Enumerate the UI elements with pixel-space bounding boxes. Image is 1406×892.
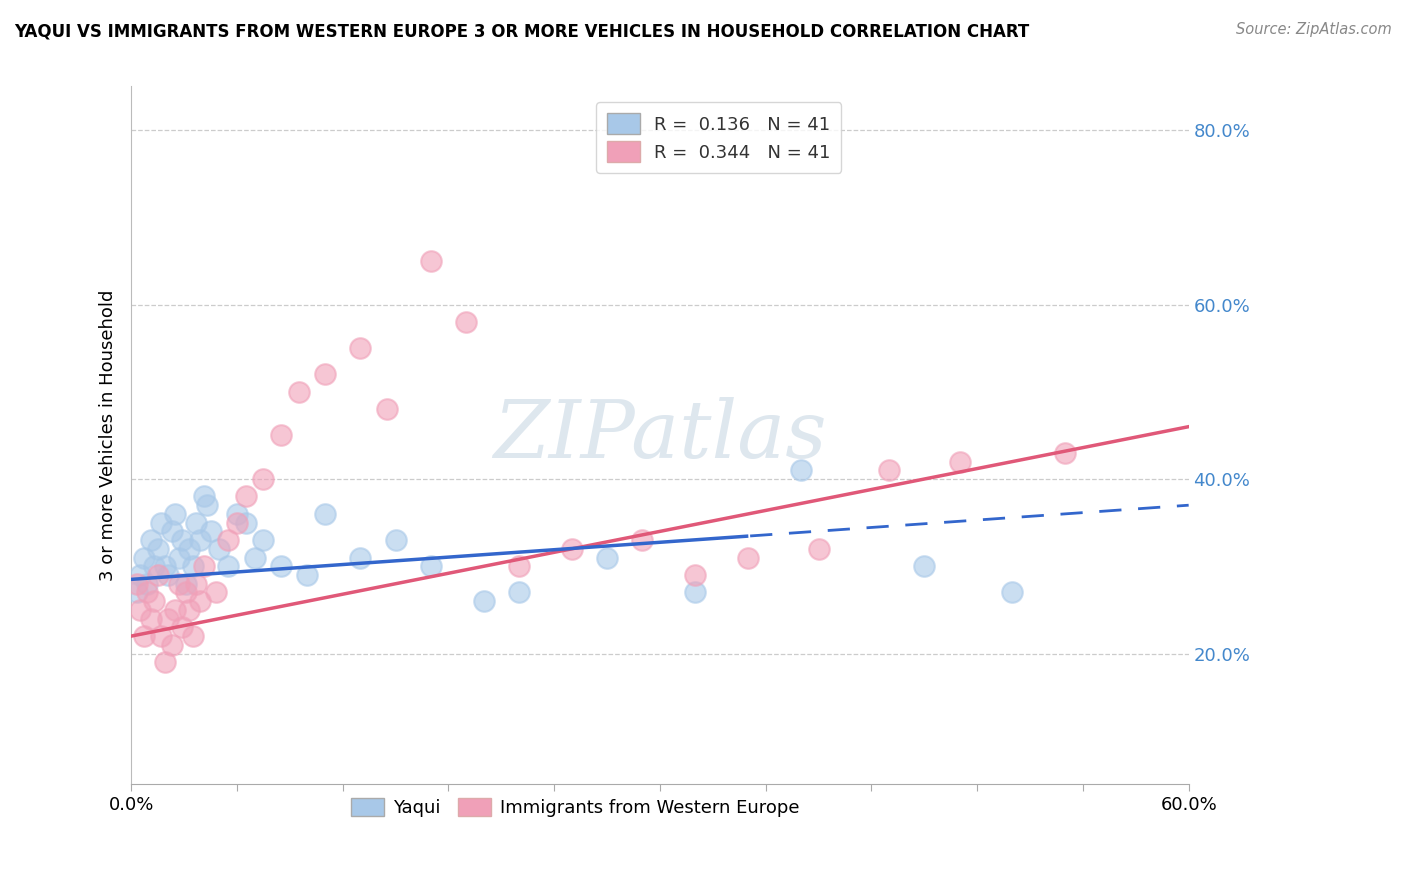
Text: YAQUI VS IMMIGRANTS FROM WESTERN EUROPE 3 OR MORE VEHICLES IN HOUSEHOLD CORRELAT: YAQUI VS IMMIGRANTS FROM WESTERN EUROPE … — [14, 22, 1029, 40]
Point — [125, 576, 148, 591]
Point — [217, 533, 239, 547]
Point — [596, 550, 619, 565]
Point — [375, 402, 398, 417]
Point — [235, 516, 257, 530]
Point — [165, 603, 187, 617]
Point — [384, 533, 406, 547]
Point — [419, 253, 441, 268]
Point — [143, 559, 166, 574]
Point — [226, 516, 249, 530]
Point — [139, 533, 162, 547]
Point — [200, 524, 222, 539]
Y-axis label: 3 or more Vehicles in Household: 3 or more Vehicles in Household — [100, 290, 117, 581]
Point — [456, 315, 478, 329]
Point — [153, 559, 176, 574]
Point — [508, 585, 530, 599]
Point — [631, 533, 654, 547]
Text: Source: ZipAtlas.com: Source: ZipAtlas.com — [1236, 22, 1392, 37]
Point — [167, 576, 190, 591]
Point — [226, 507, 249, 521]
Point — [205, 585, 228, 599]
Point — [948, 454, 970, 468]
Point — [217, 559, 239, 574]
Point — [181, 629, 204, 643]
Point — [419, 559, 441, 574]
Point — [160, 524, 183, 539]
Point — [132, 550, 155, 565]
Point — [877, 463, 900, 477]
Point — [146, 568, 169, 582]
Point — [314, 507, 336, 521]
Point — [270, 428, 292, 442]
Point — [157, 612, 180, 626]
Point — [737, 550, 759, 565]
Point — [153, 655, 176, 669]
Point — [193, 559, 215, 574]
Point — [160, 638, 183, 652]
Point — [150, 629, 173, 643]
Point — [252, 533, 274, 547]
Point — [174, 585, 197, 599]
Point — [252, 472, 274, 486]
Point — [172, 620, 194, 634]
Point — [143, 594, 166, 608]
Legend: Yaqui, Immigrants from Western Europe: Yaqui, Immigrants from Western Europe — [344, 790, 807, 824]
Point — [174, 576, 197, 591]
Point — [132, 629, 155, 643]
Point — [193, 490, 215, 504]
Point — [165, 507, 187, 521]
Point — [270, 559, 292, 574]
Point — [186, 576, 208, 591]
Point — [472, 594, 495, 608]
Point — [287, 384, 309, 399]
Point — [167, 550, 190, 565]
Point — [136, 576, 159, 591]
Point — [157, 568, 180, 582]
Point — [208, 541, 231, 556]
Point — [181, 559, 204, 574]
Point — [125, 585, 148, 599]
Point — [1054, 446, 1077, 460]
Point — [349, 341, 371, 355]
Point — [139, 612, 162, 626]
Point — [349, 550, 371, 565]
Point — [508, 559, 530, 574]
Point — [297, 568, 319, 582]
Point — [195, 498, 218, 512]
Point — [561, 541, 583, 556]
Point — [807, 541, 830, 556]
Point — [243, 550, 266, 565]
Point — [683, 585, 706, 599]
Point — [129, 568, 152, 582]
Point — [186, 516, 208, 530]
Point — [235, 490, 257, 504]
Point — [683, 568, 706, 582]
Point — [150, 516, 173, 530]
Point — [136, 585, 159, 599]
Point — [129, 603, 152, 617]
Point — [172, 533, 194, 547]
Point — [188, 533, 211, 547]
Point — [790, 463, 813, 477]
Point — [179, 603, 201, 617]
Point — [188, 594, 211, 608]
Text: ZIPatlas: ZIPatlas — [494, 397, 827, 475]
Point — [146, 541, 169, 556]
Point — [1001, 585, 1024, 599]
Point — [912, 559, 935, 574]
Point — [179, 541, 201, 556]
Point — [314, 368, 336, 382]
